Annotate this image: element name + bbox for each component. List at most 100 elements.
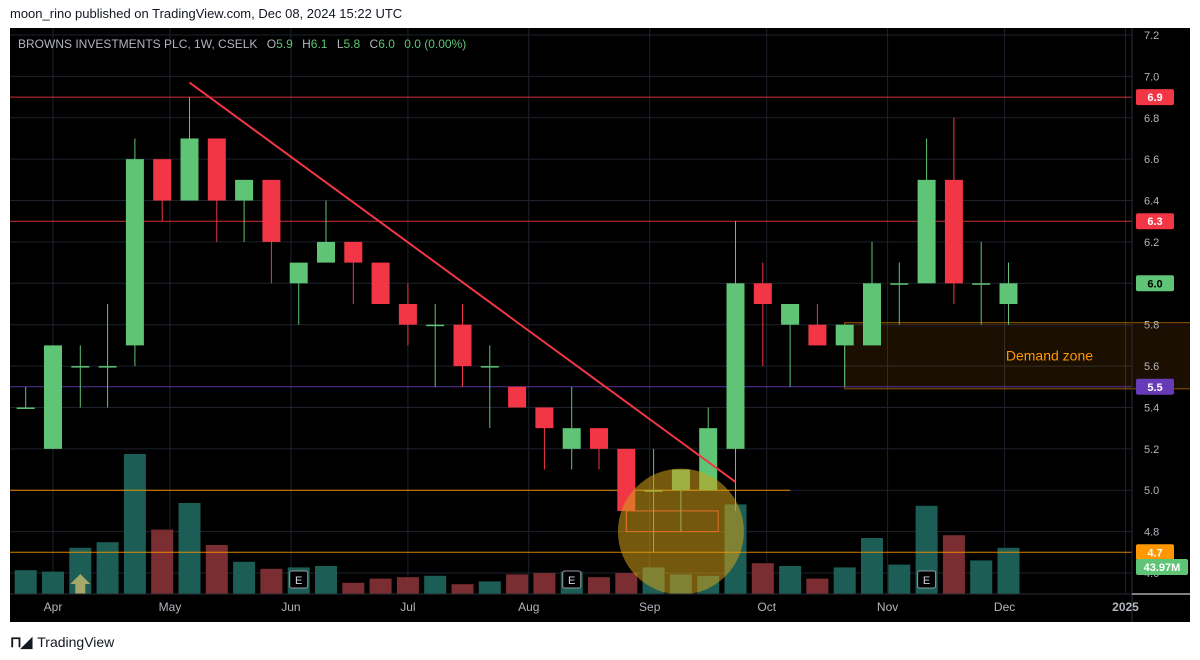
tradingview-logo-icon[interactable]: ⊓◢	[10, 634, 32, 651]
volume-bar	[42, 571, 64, 594]
x-tick-label: Dec	[994, 600, 1015, 614]
highlight-circle	[617, 468, 744, 595]
legend-open: 5.9	[276, 37, 293, 51]
candle	[917, 138, 936, 284]
axis-layer: 4.64.85.05.25.45.65.86.06.26.46.66.87.07…	[10, 28, 1190, 622]
candle-body	[726, 283, 745, 449]
y-tick-label: 6.8	[1144, 113, 1159, 125]
earnings-marker	[289, 570, 309, 589]
volume-bar	[451, 584, 474, 594]
earnings-marker-label: E	[923, 575, 930, 587]
candle-body	[453, 324, 472, 367]
candle	[453, 304, 472, 387]
volume-bar	[615, 573, 638, 594]
candle-body	[289, 262, 308, 284]
volume-bar	[424, 575, 447, 594]
demand-zone-label: Demand zone	[1006, 348, 1093, 364]
candle	[972, 241, 991, 325]
candle-body	[44, 345, 62, 449]
candle	[535, 407, 554, 470]
candle-body	[508, 386, 527, 408]
y-tick-label: 4.8	[1144, 527, 1159, 539]
legend-low-key: L	[337, 37, 344, 51]
y-tick-label: 5.8	[1144, 320, 1159, 332]
volume-bar	[178, 503, 201, 594]
candle-body	[235, 179, 254, 201]
candle-body	[999, 283, 1018, 304]
y-tick-label: 6.4	[1144, 196, 1159, 208]
candle-body	[480, 366, 499, 368]
candle	[590, 428, 608, 470]
volume-bar	[342, 582, 365, 594]
candle	[153, 159, 172, 222]
earnings-marker-label: E	[568, 575, 575, 587]
candle	[863, 241, 881, 346]
candle	[480, 345, 499, 429]
candle-body	[16, 407, 35, 409]
candle-body	[398, 304, 417, 325]
footer: ⊓◢ TradingView	[10, 632, 114, 652]
y-tick-label: 5.0	[1144, 485, 1159, 497]
volume-bar	[779, 566, 802, 594]
volume-bar	[396, 577, 419, 594]
price-badge	[1136, 275, 1174, 292]
price-badge-label: 6.0	[1147, 278, 1162, 290]
x-tick-label: Nov	[877, 600, 898, 614]
candle	[808, 304, 827, 346]
candle	[16, 386, 35, 409]
candle-body	[180, 138, 199, 201]
candle-body	[972, 283, 991, 285]
candle	[180, 97, 199, 201]
volume-bar	[861, 538, 883, 594]
candle-body	[863, 283, 881, 346]
price-badge	[1136, 544, 1174, 561]
candle-body	[753, 283, 772, 304]
y-tick-label: 7.2	[1144, 30, 1159, 42]
legend-low: 5.8	[344, 37, 361, 51]
candle	[726, 221, 745, 511]
volume-bar	[506, 574, 529, 594]
volume-bar	[123, 454, 146, 594]
volume-bar	[96, 542, 119, 594]
candle-body	[917, 179, 936, 284]
volume-bar	[806, 578, 829, 594]
candle	[317, 200, 335, 263]
candle	[781, 304, 800, 387]
candle	[344, 241, 363, 304]
price-badge-label: 6.9	[1147, 92, 1162, 104]
y-tick-label: 6.2	[1144, 237, 1159, 249]
legend-close-key: C	[370, 37, 379, 51]
downtrend-line	[188, 81, 737, 483]
candle	[125, 138, 144, 367]
publisher-caption: moon_rino published on TradingView.com, …	[10, 6, 403, 21]
volume-badge	[1136, 559, 1188, 575]
candle-body	[371, 262, 390, 304]
legend-open-key: O	[267, 37, 276, 51]
candle	[426, 304, 445, 387]
candle-body	[808, 324, 827, 346]
candle-body	[535, 407, 554, 429]
legend-high: 6.1	[311, 37, 328, 51]
candle-body	[317, 241, 335, 263]
candle	[753, 262, 772, 367]
candle-body	[262, 179, 281, 242]
candle-body	[835, 324, 854, 346]
price-badge-label: 5.5	[1147, 382, 1162, 394]
candlestick-chart[interactable]: Demand zone EEE 4.64.85.05.25.45.65.86.0…	[0, 28, 1200, 622]
candle	[890, 262, 909, 325]
x-tick-label: Jun	[281, 600, 300, 614]
candle-body	[781, 304, 800, 325]
volume-bar	[14, 570, 37, 594]
legend-symbol: BROWNS INVESTMENTS PLC, 1W, CSELK	[18, 37, 257, 51]
brand-name[interactable]: TradingView	[37, 634, 115, 650]
chart-area[interactable]: Demand zone EEE 4.64.85.05.25.45.65.86.0…	[0, 28, 1200, 622]
volume-bar	[997, 547, 1020, 594]
earnings-marker-label: E	[295, 575, 302, 587]
volume-bar	[833, 567, 856, 594]
price-badge-label: 4.7	[1147, 547, 1162, 559]
candle-body	[344, 241, 363, 263]
chart-legend: BROWNS INVESTMENTS PLC, 1W, CSELK O5.9 H…	[18, 37, 466, 51]
legend-high-key: H	[302, 37, 311, 51]
candle	[508, 386, 527, 408]
